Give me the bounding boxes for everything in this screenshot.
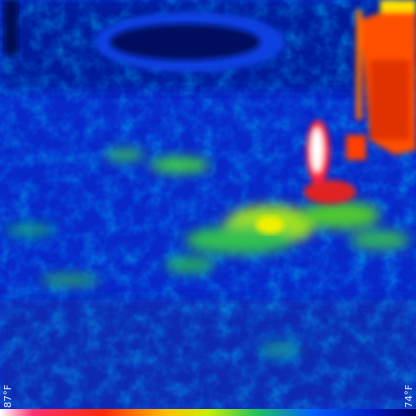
min-temp-label: 74°F [404,384,415,408]
max-temp-label: 87°F [3,384,14,408]
color-scale [0,409,416,416]
